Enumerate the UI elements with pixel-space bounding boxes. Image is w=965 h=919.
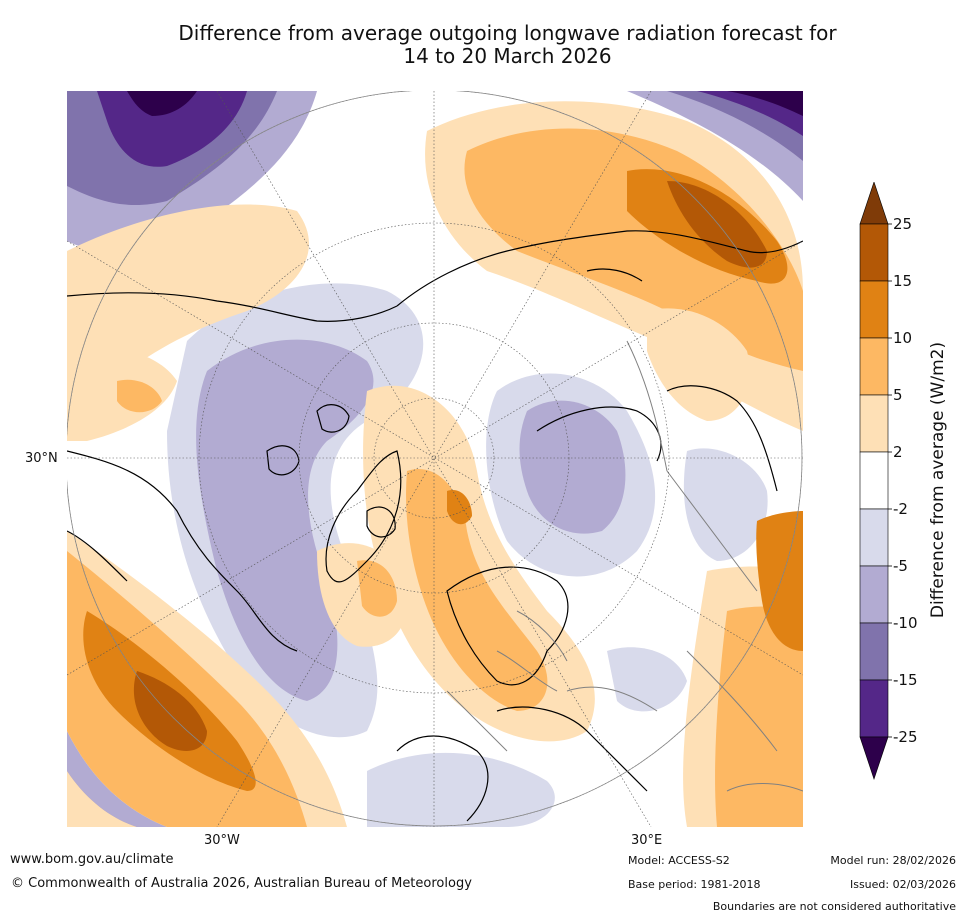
map-title: Difference from average outgoing longwav… [60, 22, 955, 68]
north-atlantic-positive-anomaly [317, 543, 408, 647]
colorbar-segment [859, 280, 889, 339]
colorbar-segment [859, 622, 889, 681]
latitude-label-30n: 30°N [25, 451, 58, 466]
colorbar-segment [859, 223, 889, 282]
country-borders [446, 340, 803, 792]
latitude-30n-circle [67, 91, 803, 827]
colorbar-segment [859, 679, 889, 738]
colorbar-tick-label: -25 [893, 728, 918, 746]
model-name: Model: ACCESS-S2 [628, 854, 730, 867]
colorbar-tick-label: 15 [893, 272, 912, 290]
colorbar-tick-label: -10 [893, 614, 918, 632]
website-link[interactable]: www.bom.gov.au/climate [10, 852, 174, 867]
colorbar-tick-label: 25 [893, 215, 912, 233]
colorbar-over-triangle [859, 182, 889, 225]
polar-anomaly-map [67, 91, 803, 827]
colorbar-tick-label: -15 [893, 671, 918, 689]
coastlines [67, 230, 803, 822]
left-upper-positive-anomaly [67, 204, 309, 441]
copyright-notice: © Commonwealth of Australia 2026, Austra… [11, 876, 472, 891]
colorbar-under-triangle [859, 736, 889, 780]
issued-date: Issued: 02/03/2026 [849, 878, 956, 891]
europe-positive-anomaly [363, 385, 595, 742]
colorbar-segment [859, 337, 889, 396]
colorbar-tick-label: 10 [893, 329, 912, 347]
model-run-date: Model run: 28/02/2026 [830, 854, 956, 867]
colorbar: 25 15 10 5 2 -2 -5 -10 -15 -25 [859, 182, 918, 780]
colorbar-segment [859, 508, 889, 567]
top-left-negative-anomaly [67, 91, 317, 253]
colorbar-segment [859, 565, 889, 624]
colorbar-tick-label: 2 [893, 443, 903, 461]
colorbar-segment [859, 451, 889, 510]
boundaries-disclaimer: Boundaries are not considered authoritat… [712, 900, 956, 913]
longitude-label-30e: 30°E [631, 833, 663, 848]
base-period: Base period: 1981-2018 [628, 878, 761, 891]
longitude-label-30w: 30°W [204, 833, 240, 848]
colorbar-tick-label: -2 [893, 500, 908, 518]
colorbar-tick-label: -5 [893, 557, 908, 575]
colorbar-tick-label: 5 [893, 386, 903, 404]
colorbar-title: Difference from average (W/m2) [928, 341, 948, 619]
top-right-negative-anomaly [627, 91, 803, 201]
title-line-1: Difference from average outgoing longwav… [178, 21, 837, 45]
title-line-2: 14 to 20 March 2026 [403, 44, 612, 68]
colorbar-segment [859, 394, 889, 453]
pacific-positive-anomaly [67, 531, 347, 827]
